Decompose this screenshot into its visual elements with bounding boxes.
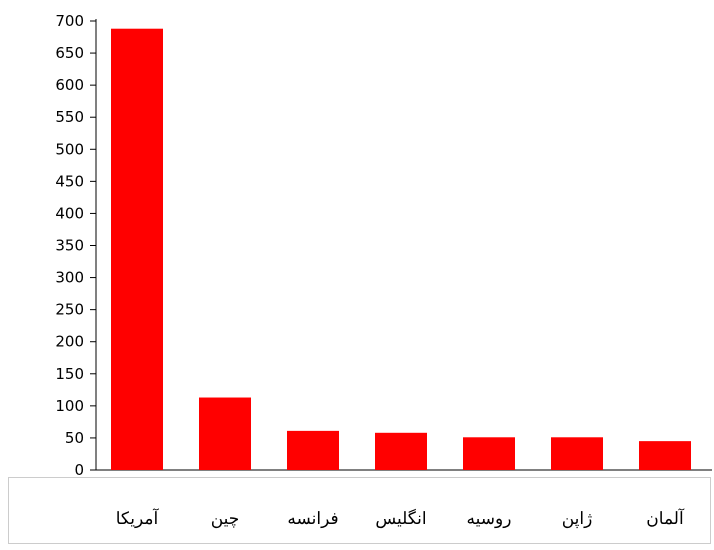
- y-tick-label: 50: [65, 429, 84, 447]
- bars-group: [111, 28, 691, 470]
- x-category-label: فرانسه: [287, 509, 338, 529]
- x-category-label: روسیه: [467, 509, 512, 529]
- y-tick-label: 250: [55, 301, 84, 319]
- y-tick-label: 550: [55, 108, 84, 126]
- x-category-label: آمریکا: [116, 507, 160, 529]
- y-tick-label: 300: [55, 269, 84, 287]
- x-axis-labels: آمریکا چین فرانسه انگلیس روسیه ژاپن آلمان: [116, 507, 685, 529]
- x-label-panel-border: [8, 477, 711, 544]
- bar: [111, 28, 163, 470]
- y-axis: 0 50 100 150 200 250 300 350 400 450 500 550 600 650 7…: [55, 12, 712, 479]
- bar: [639, 441, 691, 470]
- y-tick-label: 450: [55, 172, 84, 190]
- bar: [375, 432, 427, 470]
- y-tick-label: 100: [55, 397, 84, 415]
- y-tick-label: 150: [55, 365, 84, 383]
- bar: [463, 437, 515, 470]
- y-tick-label: 200: [55, 333, 84, 351]
- x-axis-panel: [8, 477, 711, 544]
- y-tick-label: 400: [55, 204, 84, 222]
- x-category-label: چین: [211, 509, 240, 529]
- bar: [551, 437, 603, 470]
- bar: [199, 397, 251, 470]
- x-category-label: ژاپن: [562, 509, 593, 529]
- y-tick-label: 600: [55, 76, 84, 94]
- bar: [287, 430, 339, 470]
- y-tick-label: 0: [74, 461, 84, 479]
- y-tick-label: 650: [55, 44, 84, 62]
- y-tick-label: 500: [55, 140, 84, 158]
- y-tick-label: 700: [55, 12, 84, 30]
- x-category-label: آلمان: [646, 507, 685, 529]
- x-category-label: انگلیس: [375, 508, 426, 529]
- y-tick-label: 350: [55, 237, 84, 255]
